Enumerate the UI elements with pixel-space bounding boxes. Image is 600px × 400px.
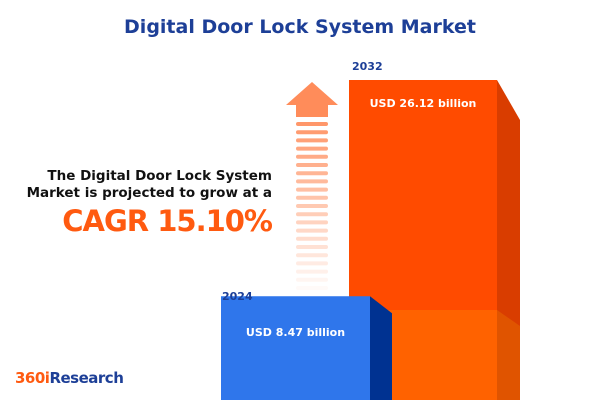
arrow-stripe	[296, 187, 328, 192]
arrow-stripe	[296, 253, 328, 258]
arrow-stripe	[296, 277, 328, 282]
arrow-stripe	[296, 261, 328, 266]
arrow-stripe	[296, 154, 328, 159]
growth-description: The Digital Door Lock System Market is p…	[26, 168, 272, 201]
arrow-stripe	[296, 179, 328, 184]
arrow-stripe	[296, 245, 328, 249]
arrow-stripe	[296, 212, 328, 217]
cagr-value: CAGR 15.10%	[62, 204, 273, 238]
chart-title: Digital Door Lock System Market	[124, 16, 476, 38]
bar-2024	[221, 296, 370, 400]
bar-2024-side	[370, 296, 392, 400]
arrow-stripe	[296, 204, 328, 208]
growth-arrow-icon	[286, 82, 338, 290]
arrow-stripe	[296, 130, 328, 135]
arrow-stripe	[296, 220, 328, 225]
arrow-stripe	[296, 286, 328, 290]
arrow-stripe	[296, 146, 328, 151]
arrow-stripe	[296, 269, 328, 274]
value-label-2032: USD 26.12 billion	[369, 97, 477, 110]
year-label-2032: 2032	[352, 60, 383, 73]
logo: 360iResearch	[15, 369, 124, 387]
arrow-stripe	[296, 228, 328, 233]
arrow-stripe	[296, 138, 328, 143]
arrow-head	[286, 82, 338, 117]
arrow-stripe	[296, 163, 328, 167]
value-label-2024: USD 8.47 billion	[245, 326, 346, 339]
arrow-stripe	[296, 236, 328, 241]
arrow-stripe	[296, 171, 328, 176]
arrow-stripe	[296, 122, 328, 126]
arrow-stripe	[296, 195, 328, 200]
year-label-2024: 2024	[222, 290, 253, 303]
bar-2032-lower-side	[497, 310, 520, 400]
